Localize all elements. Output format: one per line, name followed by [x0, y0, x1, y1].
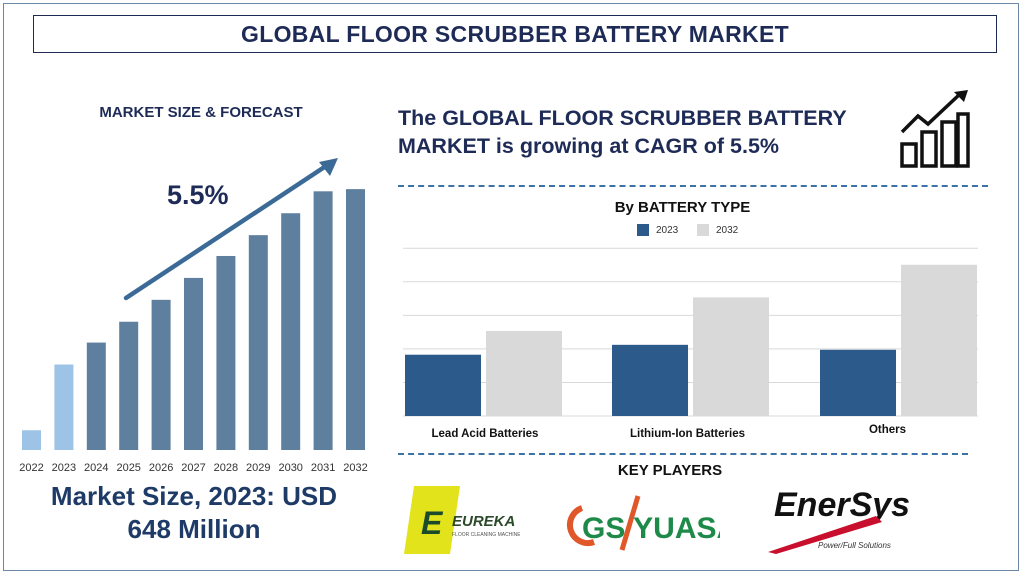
enersys-logo-text: EnerSys [774, 486, 910, 524]
forecast-bar-2026 [151, 299, 171, 450]
forecast-bar-2024 [86, 342, 106, 450]
forecast-year-label: 2023 [52, 462, 76, 474]
divider-top [398, 185, 988, 187]
battery-type-chart [403, 247, 978, 417]
forecast-bar-2025 [119, 321, 139, 450]
forecast-year-label: 2032 [343, 462, 367, 474]
market-size-text: Market Size, 2023: USD 648 Million [0, 480, 388, 546]
enersys-logo: EnerSys Power/Full Solutions [768, 486, 910, 554]
title-box: GLOBAL FLOOR SCRUBBER BATTERY MARKET [33, 15, 997, 53]
forecast-chart: 2022 2023 2024 2025 2026 2027 2028 2029 2030 2031… [19, 158, 368, 474]
legend-swatch-2032 [697, 224, 709, 236]
legend-label-2032: 2032 [716, 224, 739, 236]
bar-2023-0 [405, 354, 481, 416]
growth-chart-icon [900, 90, 970, 168]
bar-2032-1 [693, 297, 769, 416]
forecast-year-label: 2027 [181, 462, 205, 474]
market-size-line1: Market Size, 2023: USD [50, 481, 338, 511]
forecast-bar-2029 [248, 235, 268, 450]
forecast-year-label: 2029 [246, 462, 270, 474]
legend-2023: 2023 [637, 224, 678, 236]
market-size-title: MARKET SIZE & FORECAST [99, 104, 303, 121]
battery-type-title: By BATTERY TYPE [614, 199, 751, 216]
trend-arrow [123, 163, 329, 301]
cagr-label: 5.5% [167, 180, 229, 210]
forecast-bar-2031 [313, 191, 333, 451]
forecast-bar-2030 [281, 213, 301, 450]
legend-swatch-2023 [637, 224, 649, 236]
svg-text:E: E [421, 505, 444, 541]
forecast-bar-2032 [346, 189, 365, 450]
category-label-others: Others [868, 424, 907, 436]
svg-text:FLOOR CLEANING MACHINES: FLOOR CLEANING MACHINES [452, 532, 520, 538]
legend-label-2023: 2023 [656, 224, 679, 236]
eureka-logo-text: EUREKA [452, 513, 515, 530]
forecast-bar-2028 [216, 255, 236, 450]
forecast-year-label: 2028 [214, 462, 238, 474]
eureka-logo: E EUREKA FLOOR CLEANING MACHINES [404, 486, 520, 554]
page-title: GLOBAL FLOOR SCRUBBER BATTERY MARKET [241, 20, 789, 47]
category-label-lithium-ion: Lithium-Ion Batteries [629, 428, 745, 440]
bar-2023-1 [612, 344, 688, 416]
forecast-year-label: 2022 [19, 462, 43, 474]
headline: The GLOBAL FLOOR SCRUBBER BATTERY MARKET… [398, 104, 878, 160]
key-players-title: KEY PLAYERS [617, 462, 723, 479]
forecast-year-label: 2030 [278, 462, 302, 474]
outer-frame [3, 3, 1019, 571]
svg-text:Power/Full Solutions: Power/Full Solutions [818, 541, 891, 550]
forecast-bar-2027 [184, 277, 203, 450]
headline-line2: MARKET is growing at CAGR of 5.5% [398, 134, 780, 158]
market-size-line2: 648 Million [127, 514, 261, 544]
forecast-bar-2023 [54, 364, 74, 450]
forecast-year-label: 2025 [116, 462, 140, 474]
gs-yuasa-logo-text: GS YUASA [582, 512, 720, 545]
trend-arrow-head [319, 158, 338, 176]
bar-2032-2 [901, 264, 977, 416]
legend-2032: 2032 [697, 224, 738, 236]
forecast-year-label: 2024 [84, 462, 108, 474]
forecast-year-label: 2026 [149, 462, 173, 474]
forecast-bar-2022 [22, 430, 41, 450]
bar-2023-2 [820, 349, 896, 416]
gs-yuasa-logo: GS YUASA [567, 495, 720, 551]
headline-line1: The GLOBAL FLOOR SCRUBBER BATTERY [398, 106, 847, 130]
divider-bottom [398, 453, 968, 455]
forecast-year-label: 2031 [311, 462, 335, 474]
category-label-lead-acid: Lead Acid Batteries [431, 428, 539, 440]
bar-2032-0 [486, 330, 562, 416]
